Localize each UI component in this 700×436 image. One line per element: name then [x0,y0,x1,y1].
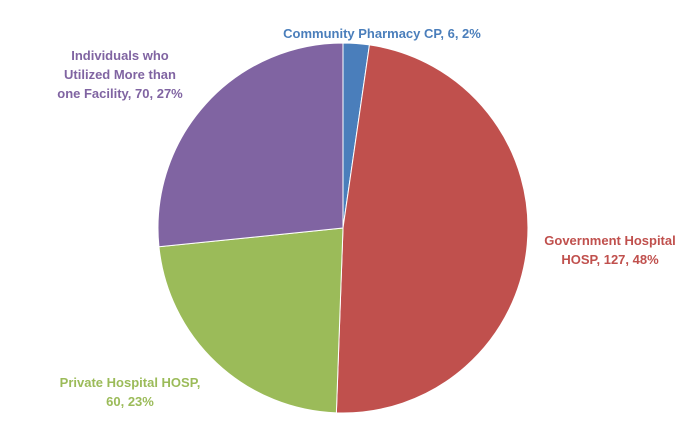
slice-label-line: Individuals who [71,48,169,63]
slice-label-3: Private Hospital HOSP, 60, 23% [60,375,201,409]
labels-layer: Community Pharmacy CP, 6, 2% Government H… [57,26,675,409]
slice-label-1: Community Pharmacy CP, 6, 2% [283,26,481,41]
slice-label-line: Government Hospital [544,233,675,248]
slice-label-line: one Facility, 70, 27% [57,86,183,101]
slice-label-line: Utilized More than [64,67,176,82]
slice-label-line: HOSP, 127, 48% [561,252,659,267]
slice-label-2: Government Hospital HOSP, 127, 48% [544,233,675,267]
pie-slice-3 [158,227,344,414]
pie-slice-4 [157,42,344,248]
slices-layer [157,42,529,414]
slice-label-line: Community Pharmacy CP, 6, 2% [283,26,481,41]
pie-slice-2 [335,44,529,414]
slice-label-line: Private Hospital HOSP, [60,375,201,390]
slice-label-4: Individuals who Utilized More than one Fac… [57,48,183,101]
slice-label-line: 60, 23% [106,394,154,409]
